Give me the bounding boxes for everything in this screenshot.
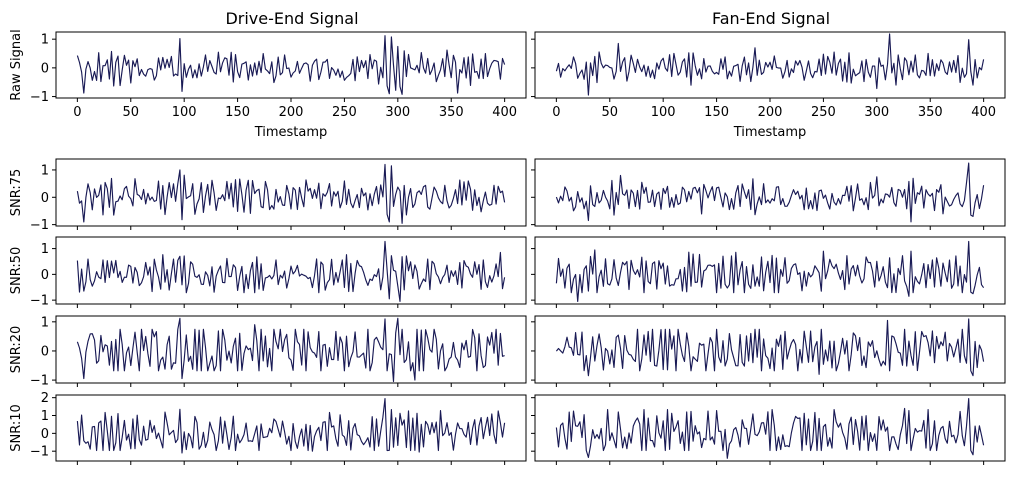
column-title-fan-end: Fan-End Signal [712, 9, 830, 28]
signal-series-line [555, 398, 985, 459]
x-tick-label: 300 [864, 105, 889, 120]
y-axis-label: SNR:20 [9, 326, 24, 374]
x-tick-label: 350 [918, 105, 943, 120]
y-tick-label: −1 [30, 445, 49, 460]
y-tick-label: 0 [41, 191, 49, 206]
y-tick-label: 1 [41, 409, 49, 424]
signal-series-line [555, 318, 985, 377]
y-tick-label: 1 [41, 163, 49, 178]
y-axis-label: SNR:50 [9, 247, 24, 295]
signal-series-line [555, 33, 985, 96]
subplot-r2-c0: −1 0 1 SNR:50 [9, 236, 527, 309]
x-tick-label: 0 [552, 105, 560, 120]
y-tick-label: 0 [41, 268, 49, 283]
signal-series-line [555, 240, 985, 302]
subplot-r4-c1 [531, 394, 1006, 465]
x-tick-label: 100 [172, 105, 197, 120]
x-tick-label: 300 [385, 105, 410, 120]
axes-frame [55, 394, 527, 462]
subplot-r1-c1 [531, 158, 1006, 230]
y-tick-label: −1 [30, 374, 49, 389]
column-title-drive-end: Drive-End Signal [225, 9, 358, 28]
y-tick-label: −1 [30, 294, 49, 309]
subplot-r2-c1 [531, 236, 1006, 308]
subplot-r3-c0: −1 0 1 SNR:20 [9, 315, 527, 389]
x-tick-label: 250 [811, 105, 836, 120]
x-tick-label: 400 [492, 105, 517, 120]
x-tick-label: 50 [601, 105, 618, 120]
y-tick-label: −1 [30, 218, 49, 233]
signal-series-line [76, 35, 506, 95]
y-tick-label: 1 [41, 33, 49, 48]
x-tick-label: 150 [704, 105, 729, 120]
x-tick-label: 100 [651, 105, 676, 120]
subplot-r4-c0: −1 0 1 2 SNR:10 [9, 391, 527, 465]
axes-frame [534, 158, 1006, 227]
y-axis-label: SNR:75 [9, 169, 24, 217]
x-axis-label: Timestamp [254, 125, 328, 140]
signal-series-line [76, 317, 505, 383]
x-tick-label: 400 [971, 105, 996, 120]
y-axis-label: Raw Signal [9, 29, 24, 100]
y-tick-label: 1 [41, 315, 49, 330]
signal-series-line [76, 163, 506, 224]
subplot-r3-c1 [531, 315, 1006, 387]
y-tick-label: 0 [41, 427, 49, 442]
x-axis-label: Timestamp [733, 125, 807, 140]
subplot-r0-c1: 0 50 100 150 200 250 300 350 400 Timestamp [531, 31, 1006, 140]
y-axis-label: SNR:10 [9, 404, 24, 452]
x-tick-label: 50 [122, 105, 139, 120]
y-tick-label: 0 [41, 344, 49, 359]
x-tick-label: 0 [73, 105, 81, 120]
signal-series-line [76, 398, 506, 454]
x-tick-label: 350 [439, 105, 464, 120]
y-tick-label: 1 [41, 242, 49, 257]
x-tick-label: 200 [279, 105, 304, 120]
y-tick-label: 0 [41, 61, 49, 76]
x-tick-label: 150 [225, 105, 250, 120]
axes-frame [55, 315, 527, 384]
subplot-r0-c0: −1 0 1 0 50 100 150 200 250 300 350 400 Timestamp Raw… [9, 29, 527, 140]
x-tick-label: 250 [332, 105, 357, 120]
y-tick-label: 2 [41, 391, 49, 406]
subplot-r1-c0: −1 0 1 SNR:75 [9, 158, 527, 233]
y-tick-label: −1 [30, 90, 49, 105]
axes-frame [534, 236, 1006, 305]
signal-series-line [555, 162, 985, 223]
x-tick-label: 200 [758, 105, 783, 120]
signal-series-line [76, 240, 506, 302]
